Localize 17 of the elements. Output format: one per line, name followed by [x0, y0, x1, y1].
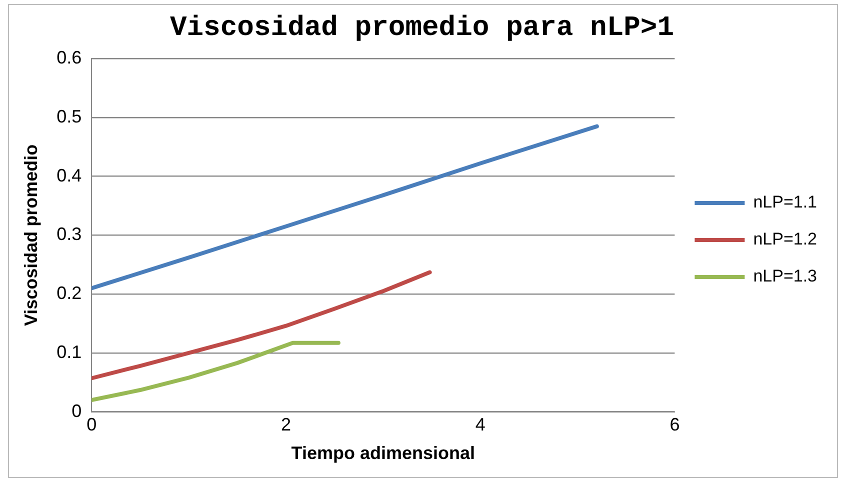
x-tick-label: 2 — [280, 414, 291, 435]
y-tick-label: 0 — [72, 400, 82, 421]
y-tick-label: 0.1 — [56, 342, 82, 362]
x-tick-label: 4 — [475, 414, 486, 435]
x-tick-label: 0 — [86, 414, 97, 435]
legend-label: nLP=1.2 — [753, 230, 818, 249]
y-tick-label: 0.6 — [56, 48, 82, 68]
x-axis-title: Tiempo adimensional — [291, 443, 476, 464]
legend-label: nLP=1.3 — [753, 266, 818, 286]
y-tick-label: 0.2 — [56, 283, 82, 304]
y-tick-label: 0.4 — [56, 165, 82, 186]
legend-label: nLP=1.1 — [753, 192, 818, 212]
y-tick-label: 0.3 — [56, 224, 82, 244]
chart-title: Viscosidad promedio para nLP>1 — [170, 12, 674, 44]
y-axis-title: Viscosidad promedio — [20, 144, 41, 326]
y-tick-label: 0.5 — [56, 106, 82, 126]
x-tick-label: 6 — [670, 414, 680, 435]
